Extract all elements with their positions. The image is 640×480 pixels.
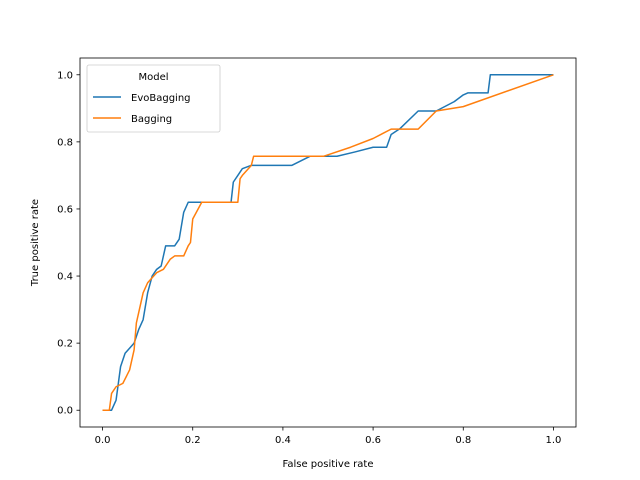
y-axis-ticks: 0.0 0.2 0.4 0.6 0.8 1.0 [57,70,80,417]
x-tick-label: 0.6 [365,435,381,446]
legend-label-bagging: Bagging [131,114,172,125]
x-tick-label: 0.0 [95,435,111,446]
y-axis-label: True positive rate [30,199,41,287]
legend: Model EvoBagging Bagging [86,64,221,133]
x-axis-label: False positive rate [283,459,374,470]
x-tick-label: 0.4 [275,435,291,446]
y-tick-label: 0.0 [57,406,73,417]
series-layer [102,74,554,411]
x-axis-ticks: 0.0 0.2 0.4 0.6 0.8 1.0 [95,427,562,446]
x-tick-label: 0.2 [185,435,201,446]
y-tick-label: 0.6 [57,204,73,215]
y-tick-label: 0.8 [57,137,73,148]
plot-frame [79,57,577,428]
legend-title: Model [138,72,168,83]
legend-label-evobagging: EvoBagging [131,93,191,104]
legend-box [86,64,221,133]
x-tick-label: 1.0 [546,435,562,446]
y-tick-label: 0.2 [57,339,73,350]
y-tick-label: 0.4 [57,272,73,283]
x-tick-label: 0.8 [455,435,471,446]
y-tick-label: 1.0 [57,70,73,81]
series-line-bagging [102,74,554,411]
